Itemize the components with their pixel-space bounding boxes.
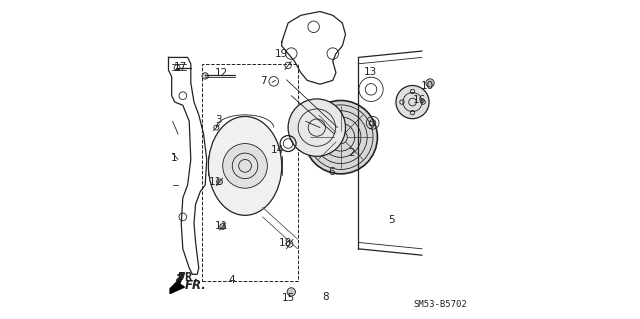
Text: FR.: FR.: [184, 279, 206, 292]
Text: 8: 8: [323, 292, 329, 302]
Circle shape: [217, 179, 222, 185]
Circle shape: [396, 85, 429, 119]
Text: 5: 5: [388, 215, 395, 225]
Text: FR.: FR.: [178, 271, 200, 284]
Text: 18: 18: [279, 238, 292, 248]
Circle shape: [220, 224, 225, 229]
Polygon shape: [170, 276, 184, 293]
Text: 17: 17: [173, 62, 187, 72]
Text: 12: 12: [215, 68, 228, 78]
Text: 3: 3: [215, 115, 222, 125]
Text: 7: 7: [260, 76, 267, 86]
Text: 14: 14: [271, 145, 285, 155]
Circle shape: [426, 79, 434, 87]
Text: 15: 15: [282, 293, 295, 303]
Text: 11: 11: [214, 221, 228, 232]
Ellipse shape: [209, 116, 282, 215]
Text: 4: 4: [228, 275, 235, 285]
Text: 11: 11: [209, 177, 222, 187]
Text: 2: 2: [349, 148, 355, 158]
Circle shape: [288, 99, 346, 156]
Circle shape: [287, 288, 296, 296]
Text: 10: 10: [421, 81, 435, 91]
Text: 16: 16: [413, 95, 426, 106]
Text: 1: 1: [171, 153, 177, 163]
Text: SM53-B5702: SM53-B5702: [413, 300, 467, 309]
Circle shape: [202, 73, 209, 79]
Text: 9: 9: [367, 121, 374, 131]
Bar: [202, 64, 298, 281]
Text: 13: 13: [364, 67, 377, 77]
Circle shape: [223, 144, 268, 188]
Circle shape: [304, 100, 378, 174]
Text: 6: 6: [328, 167, 335, 177]
Text: 19: 19: [275, 49, 288, 59]
